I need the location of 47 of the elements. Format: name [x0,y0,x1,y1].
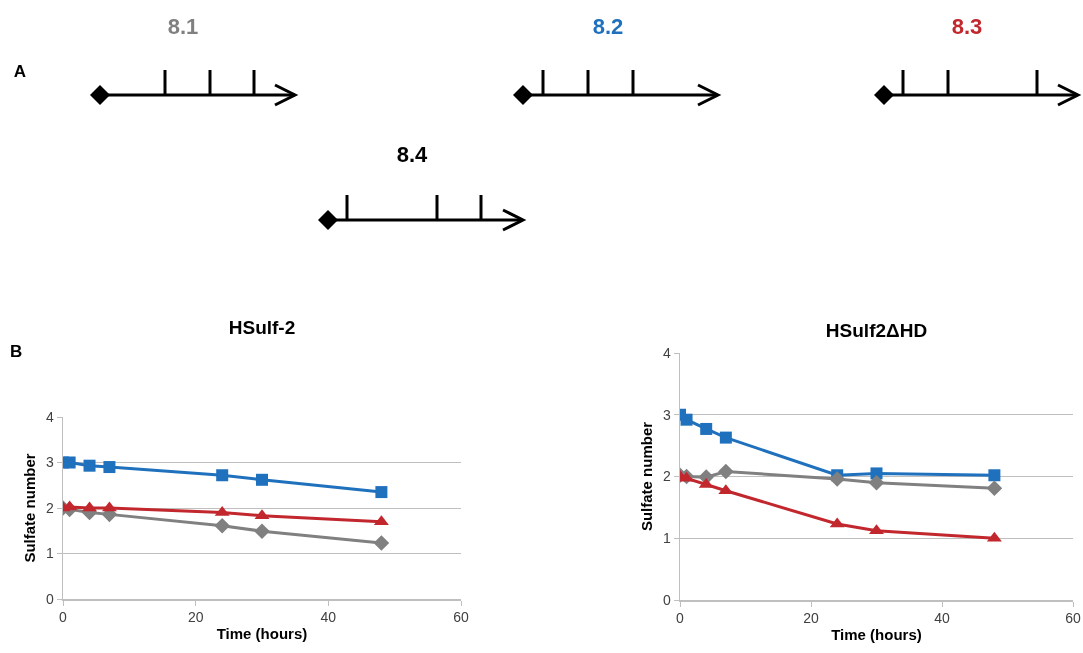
point [63,456,76,469]
x-axis-title: Time (hours) [831,626,922,644]
x-tick-label: 40 [320,609,337,626]
chart-title: HSulf2ΔHD [825,319,928,341]
text: 8.3 [951,14,983,40]
point [83,459,96,472]
x-axis-title: Time (hours) [216,625,308,643]
y-tick-label: 2 [662,468,671,485]
y-tick-label: 1 [45,545,54,562]
point [216,469,229,482]
x-tick-label: 40 [934,610,950,627]
x-tick-label: 60 [1065,610,1081,627]
point [829,471,845,487]
y-tick-label: 3 [45,454,54,471]
text: 8.2 [592,14,624,40]
x-tick-label: 60 [453,609,469,626]
point [988,469,1001,482]
y-axis-title: Sulfate number [21,453,39,563]
point [700,422,713,435]
y-tick-label: 4 [662,344,671,361]
y-axis-title: Sulfate number [638,421,656,532]
y-tick-label: 0 [45,590,54,607]
text: A [13,62,27,82]
point [375,486,388,499]
point [719,431,732,444]
y-tick-label: 1 [662,530,671,547]
text: B [10,342,23,361]
y-tick-label: 4 [45,408,54,425]
point [680,413,693,426]
point [103,461,116,474]
y-tick-label: 0 [662,591,671,608]
point [986,480,1003,497]
text: 8.4 [396,142,428,168]
point [254,523,270,540]
chart-title: HSulf-2 [228,316,296,338]
point [373,535,390,551]
y-tick-label: 3 [662,406,671,423]
point [256,473,268,486]
text: 8.1 [167,14,199,40]
x-tick-label: 0 [59,609,68,626]
x-tick-label: 20 [187,609,204,626]
point [868,474,885,491]
point [214,517,230,534]
x-tick-label: 20 [803,610,819,627]
x-tick-label: 0 [676,610,685,627]
point [718,463,734,480]
y-tick-label: 2 [45,499,54,516]
